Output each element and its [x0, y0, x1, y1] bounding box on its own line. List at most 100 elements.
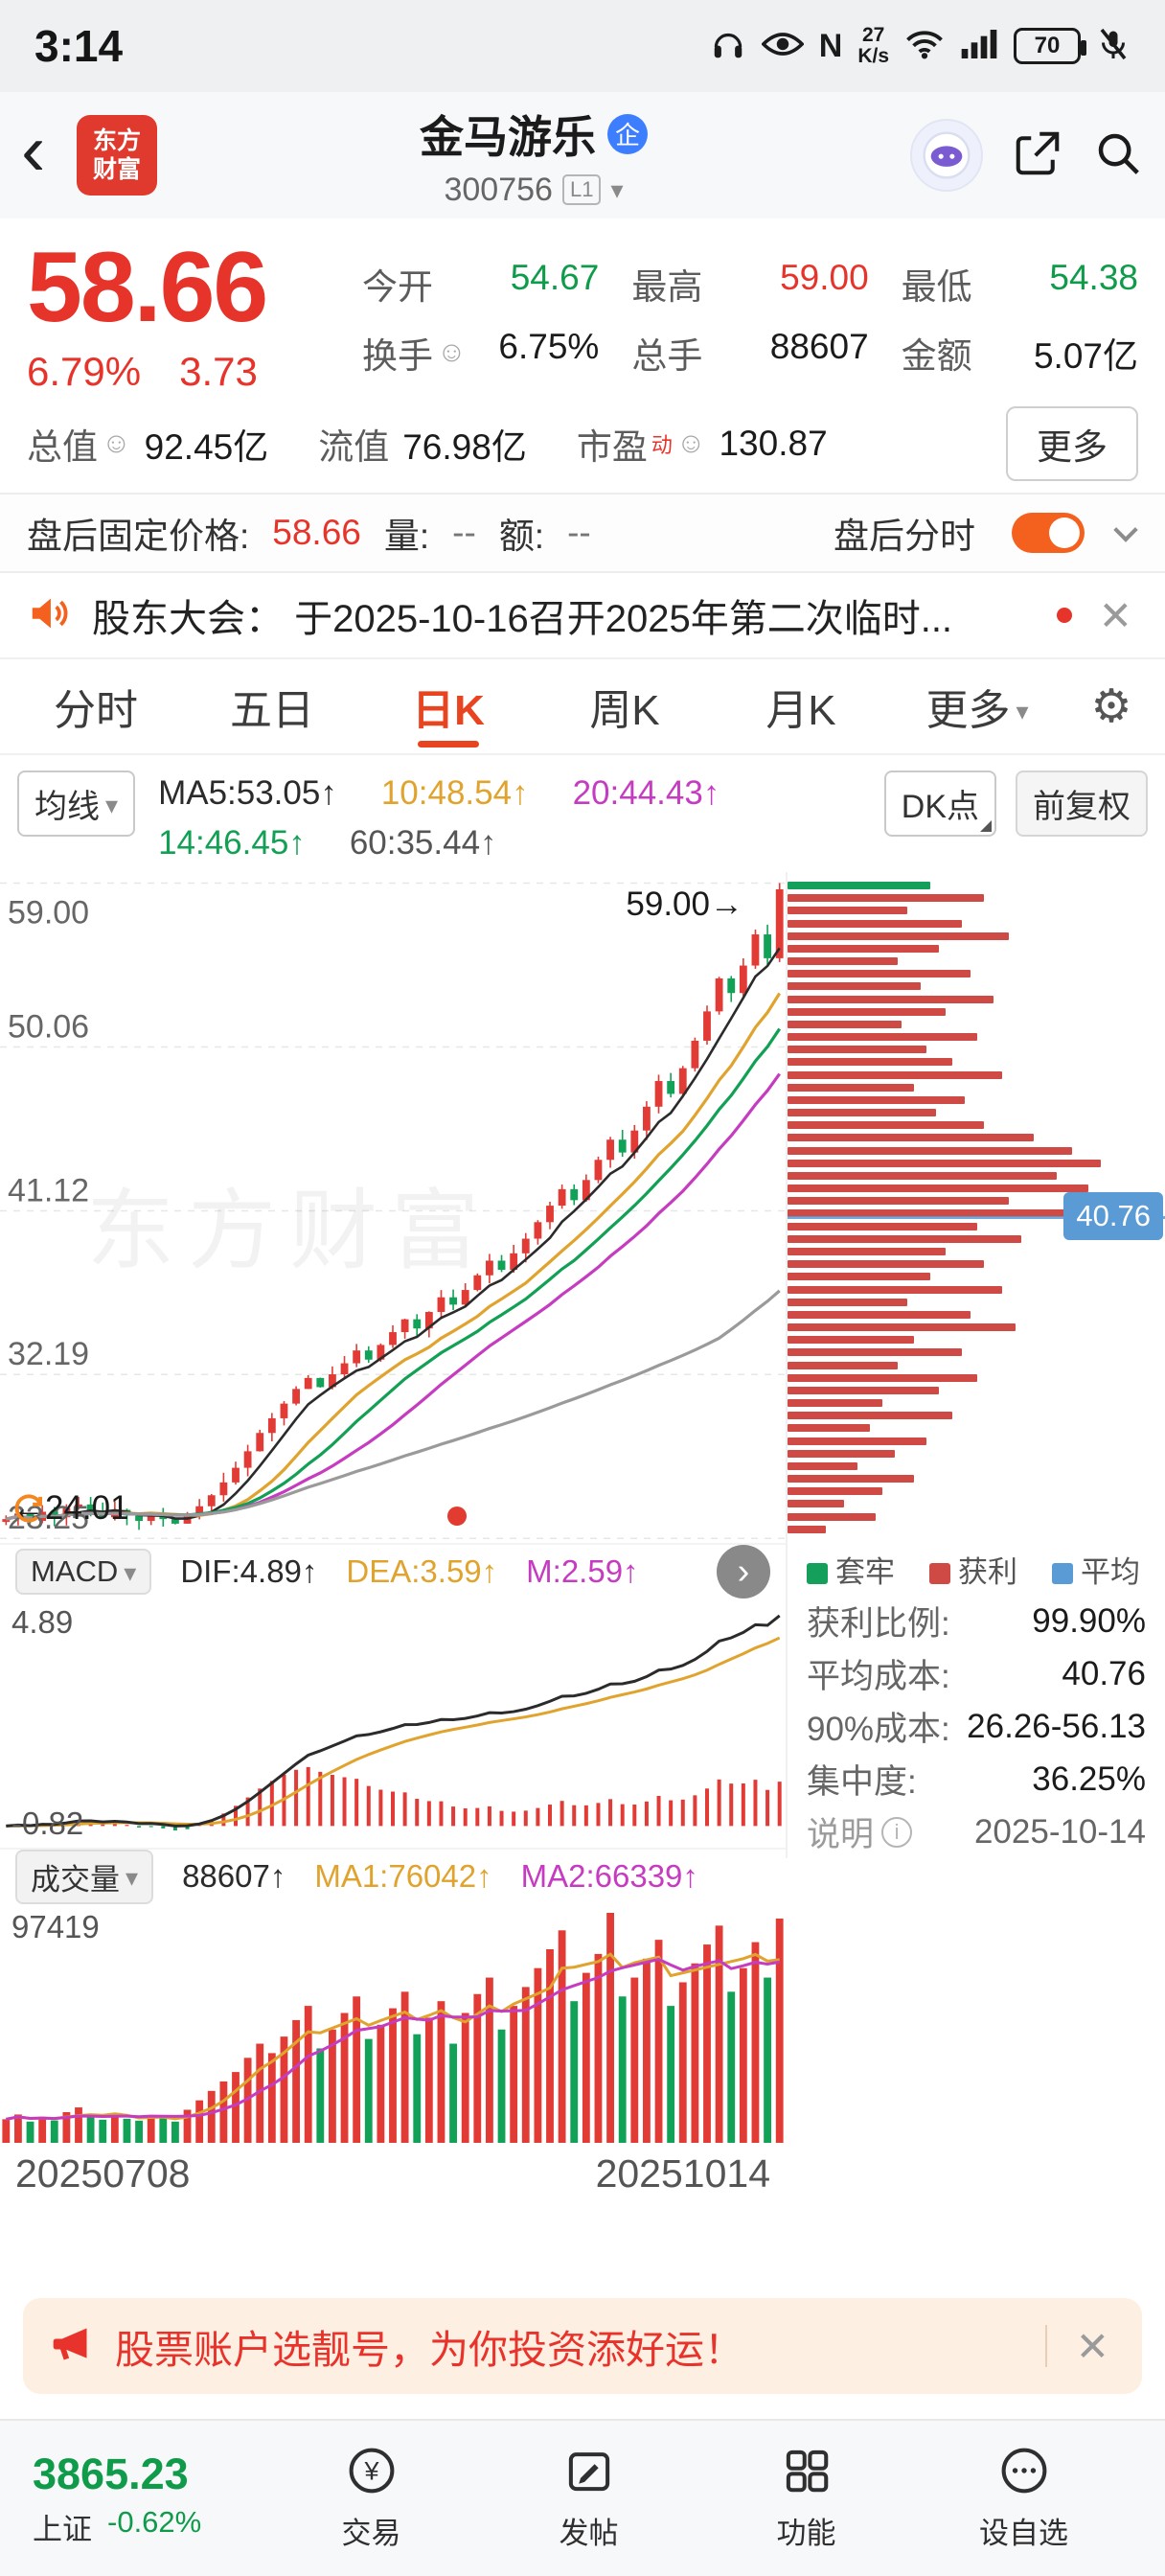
chip-bar: [788, 1247, 946, 1255]
chip-bar: [788, 1310, 971, 1319]
close-icon[interactable]: [1093, 592, 1138, 639]
smiley-icon: [102, 427, 131, 460]
chip-distribution-panel: 40.76 套牢 获利 平均 获利比例: 99.90% 平均成本: 40.76 90…: [786, 872, 1165, 1858]
chip-bar: [788, 1336, 914, 1345]
chip-bar: [788, 1449, 895, 1458]
change-value: 3.73: [179, 349, 258, 394]
quote-cell-amount: 金额 5.07亿: [901, 336, 1138, 376]
chip-bar: [788, 1500, 844, 1508]
nav-post[interactable]: 发帖: [480, 2445, 697, 2552]
promo-banner[interactable]: 股票账户选靓号，为你投资添好运！: [23, 2298, 1142, 2394]
afterhours-volume: --: [452, 513, 476, 552]
afterhours-toggle[interactable]: [1012, 513, 1085, 553]
chevron-down-icon[interactable]: [1113, 518, 1138, 542]
ma-selector-chip[interactable]: 均线: [17, 770, 136, 837]
chip-bar: [788, 1412, 952, 1420]
caret-down-icon: [124, 1554, 136, 1589]
change-percent: 6.79%: [27, 349, 142, 394]
chip-bar: [788, 1134, 1034, 1142]
macd-selector-chip[interactable]: MACD: [15, 1549, 152, 1595]
nav-trade[interactable]: ¥ 交易: [263, 2445, 480, 2552]
tab-intraday[interactable]: 分时: [54, 687, 138, 734]
ma20-value: 20:44.43↑: [572, 774, 720, 812]
tab-monthly-k[interactable]: 月K: [765, 687, 836, 734]
megaphone-icon: [50, 2323, 92, 2370]
nav-functions[interactable]: 功能: [697, 2445, 915, 2552]
chip-bar: [788, 1475, 914, 1484]
caret-down-icon: [1016, 682, 1028, 730]
low-annotation: ←24.01: [11, 1489, 129, 1527]
chip-bar: [788, 1487, 882, 1496]
chip-bar: [788, 1348, 962, 1357]
stat-concentration: 集中度: 36.25%: [807, 1760, 1146, 1802]
volume-selector-chip[interactable]: 成交量: [15, 1849, 154, 1904]
nav-watchlist[interactable]: 设自选: [915, 2445, 1132, 2552]
high-annotation: 59.00→: [626, 886, 743, 923]
chip-bar: [788, 1197, 1009, 1206]
quote-cell-marketcap: 总值92.45亿: [27, 418, 268, 470]
tab-5day[interactable]: 五日: [230, 687, 314, 734]
volume-ma2-value: MA2:66339↑: [520, 1858, 698, 1894]
average-cost-tag: 40.76: [1063, 1192, 1163, 1241]
chip-bar: [788, 1461, 857, 1470]
chip-bar: [788, 1159, 1101, 1167]
search-icon[interactable]: [1092, 127, 1144, 184]
tab-weekly-k[interactable]: 周K: [589, 687, 660, 734]
ma-legend-bar: 均线 MA5:53.05↑ 10:48.54↑ 20:44.43↑ 14:46.…: [0, 755, 1165, 872]
x-axis-end-date: 20251014: [595, 2150, 770, 2196]
green-square-icon: [807, 1562, 828, 1584]
chip-distribution-chart[interactable]: 40.76: [788, 872, 1165, 1543]
more-button[interactable]: 更多: [1006, 406, 1138, 481]
chip-bar: [788, 1007, 946, 1016]
stock-code: 300756: [444, 171, 553, 208]
svg-text:50.06: 50.06: [8, 1008, 89, 1045]
tab-daily-k[interactable]: 日K: [360, 659, 537, 753]
gear-icon[interactable]: [1065, 679, 1157, 733]
quote-panel: 58.66 6.79% 3.73 今开 54.67 最高 59.00 最低 54.38…: [0, 218, 1165, 493]
chip-bar: [788, 1209, 1065, 1218]
back-button[interactable]: ‹: [21, 109, 46, 191]
chip-bar: [788, 1121, 984, 1130]
quote-cell-high: 最高 59.00: [631, 258, 869, 307]
chip-bar: [788, 1020, 902, 1028]
quote-cell-open: 今开 54.67: [362, 258, 600, 307]
chevron-down-icon[interactable]: [610, 175, 623, 205]
red-square-icon: [929, 1562, 950, 1584]
assistant-avatar[interactable]: [910, 119, 983, 192]
announcement-text[interactable]: 股东大会： 于2025-10-16召开2025年第二次临时...: [92, 598, 953, 640]
chip-bar: [788, 1070, 1002, 1079]
share-icon[interactable]: [1012, 127, 1063, 184]
tab-more[interactable]: 更多: [889, 659, 1065, 753]
m-value: M:2.59↑: [526, 1553, 639, 1589]
kline-chart[interactable]: 59.00 50.06 41.12 32.19 23.25 东方财富 59.00→ ←2…: [0, 872, 786, 1543]
quote-cell-volume: 总手 88607: [631, 327, 869, 376]
announcement-bar[interactable]: 股东大会： 于2025-10-16召开2025年第二次临时...: [0, 573, 1165, 659]
chip-bar: [788, 1323, 1016, 1332]
stat-profit-ratio: 获利比例: 99.90%: [807, 1601, 1146, 1644]
next-indicator-button[interactable]: ›: [717, 1545, 770, 1598]
quote-cell-floatcap: 流值 76.98亿: [318, 427, 527, 467]
index-value: 3865.23: [33, 2449, 189, 2498]
svg-text:41.12: 41.12: [8, 1172, 89, 1208]
close-icon[interactable]: [1070, 2323, 1115, 2370]
macd-chart[interactable]: 4.89 -0.82: [0, 1598, 786, 1848]
company-badge[interactable]: 企: [607, 113, 648, 154]
promo-text[interactable]: 股票账户选靓号，为你投资添好运！: [115, 2328, 743, 2372]
chip-bar: [788, 1361, 898, 1369]
chip-stats: 获利比例: 99.90% 平均成本: 40.76 90%成本: 26.26-56.13…: [788, 1595, 1165, 1858]
chip-bar: [788, 1109, 936, 1117]
volume-chart[interactable]: 97419: [0, 1903, 786, 2143]
chip-bar: [788, 1058, 952, 1067]
dk-point-button[interactable]: DK点: [883, 770, 996, 837]
eastmoney-logo: 东方 财富: [77, 115, 157, 196]
chip-bar: [788, 982, 921, 991]
index-quote[interactable]: 3865.23 上证 -0.62%: [33, 2450, 263, 2548]
quote-cell-pe: 市盈动130.87: [577, 418, 828, 470]
stock-header[interactable]: 金马游乐 企 300756 L1: [157, 103, 910, 209]
average-cost-line: [788, 1216, 1165, 1220]
info-icon[interactable]: i: [881, 1816, 913, 1848]
event-marker-dot: [447, 1506, 468, 1526]
forward-adjusted-button[interactable]: 前复权: [1016, 770, 1148, 837]
afterhours-amount: --: [567, 513, 591, 552]
stock-name: 金马游乐: [420, 111, 596, 162]
